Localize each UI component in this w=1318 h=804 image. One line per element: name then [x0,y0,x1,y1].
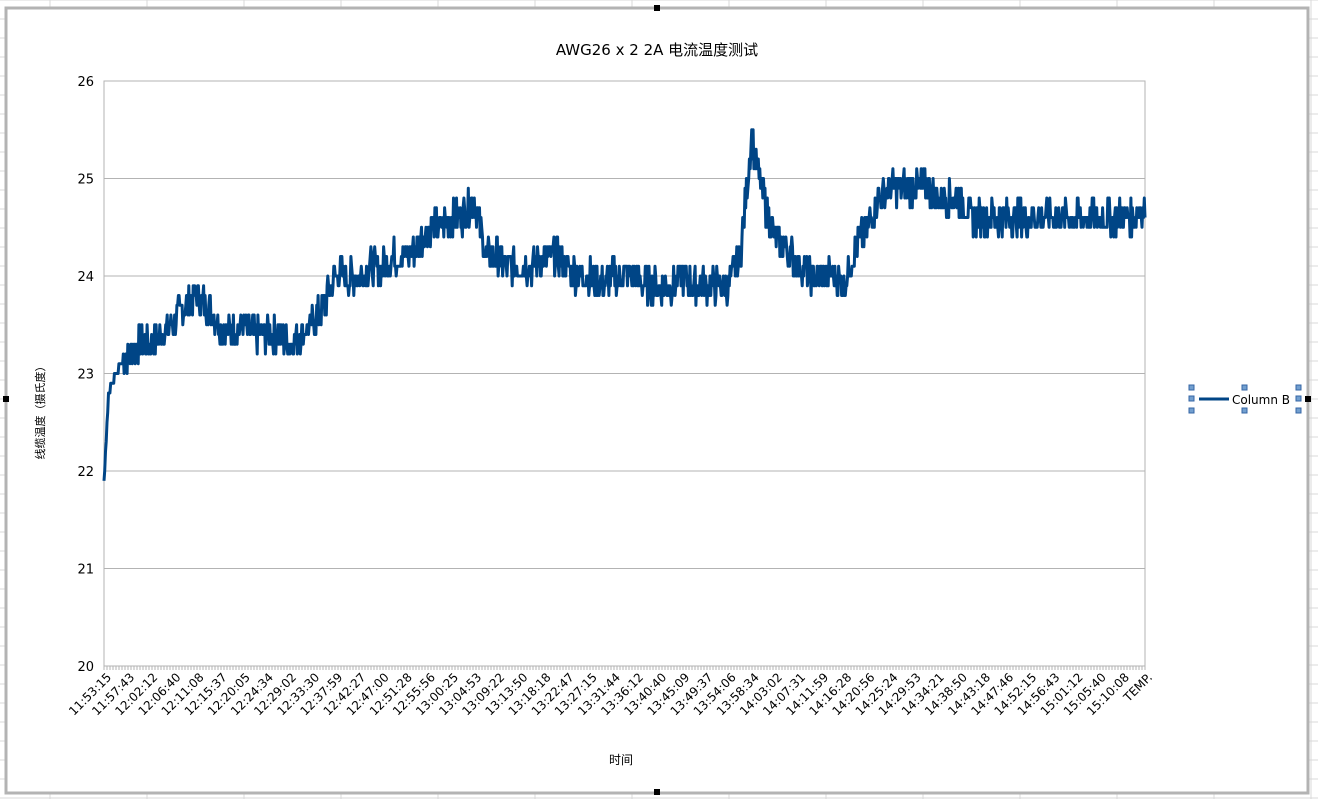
legend-entry: Column B [1232,393,1290,407]
selection-handles[interactable] [3,5,1311,795]
legend[interactable]: Column B [1188,384,1302,414]
y-tick-label: 20 [77,660,94,675]
y-tick-label: 22 [77,465,94,480]
handle-left[interactable] [3,396,9,402]
y-tick-label: 24 [77,270,94,285]
handle-bottom[interactable] [654,789,660,795]
plot-area[interactable] [102,80,1147,667]
legend-handles[interactable] [1188,384,1302,414]
y-axis-label: 线缆温度（摄氏度） [33,361,47,460]
y-tick-label: 23 [77,368,94,383]
x-axis-label: 时间 [609,753,633,767]
chart-title: AWG26 x 2 2A 电流温度测试 [556,41,758,59]
y-tick-label: 21 [77,563,94,578]
y-axis: 20 21 22 23 24 25 26 [77,75,94,675]
series-line-column-b[interactable] [102,128,1147,481]
handle-top[interactable] [654,5,660,11]
y-tick-label: 25 [77,173,94,188]
y-tick-label: 26 [77,75,94,90]
handle-right[interactable] [1305,396,1311,402]
